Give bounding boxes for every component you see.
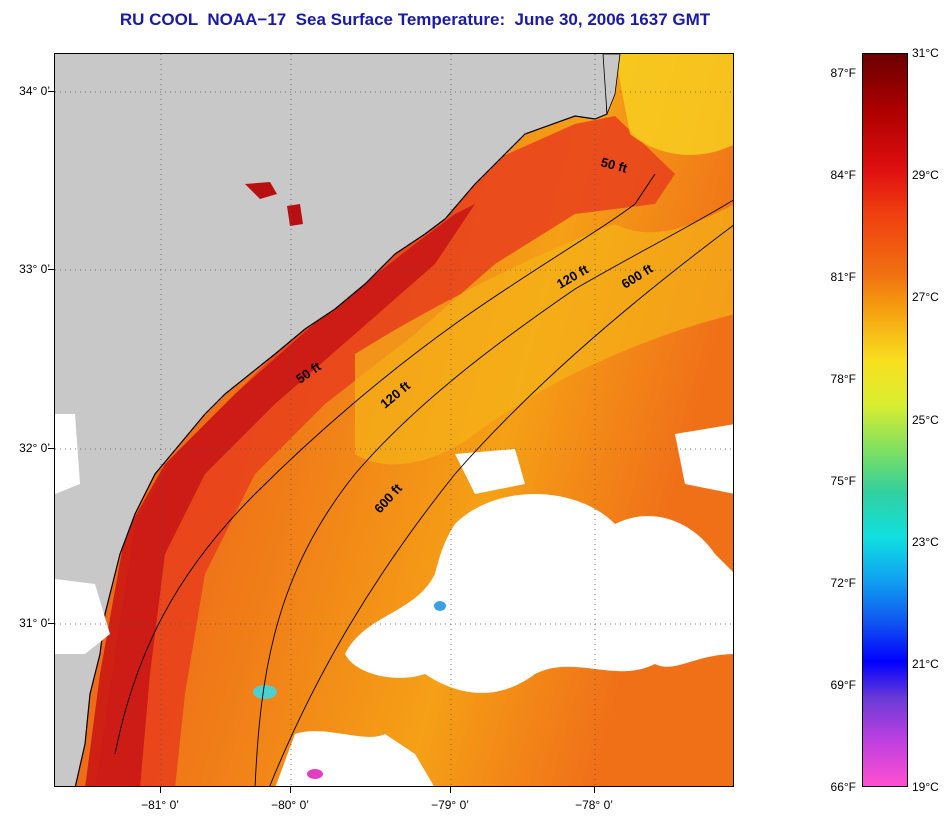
cool-northeast-zone	[615, 54, 733, 155]
lat-tick	[48, 448, 54, 449]
lon-label: −78° 0’	[575, 798, 613, 812]
sst-map[interactable]: 50 ft 50 ft 120 ft 120 ft 600 ft 600 ft	[54, 53, 734, 787]
lat-label: 34° 0’	[19, 84, 50, 98]
isobath-50ft	[114, 173, 656, 755]
isobath-600ft	[269, 224, 733, 786]
cool-offshore-zone	[355, 204, 733, 465]
colorbar-c-label: 23°C	[912, 535, 939, 549]
colorbar-f-label: 72°F	[830, 576, 856, 590]
colorbar-f-label: 66°F	[830, 780, 856, 794]
isobath-120ft	[254, 199, 733, 786]
sst-map-canvas: 50 ft 50 ft 120 ft 120 ft 600 ft 600 ft	[55, 54, 733, 786]
graticule	[55, 54, 733, 786]
land-area	[55, 54, 607, 786]
lon-tick	[160, 787, 161, 793]
colorbar-f-label: 78°F	[830, 372, 856, 386]
colorbar-f-label: 75°F	[830, 474, 856, 488]
lat-label: 33° 0’	[19, 262, 50, 276]
lat-label: 31° 0’	[19, 616, 50, 630]
colorbar-f-label: 87°F	[830, 66, 856, 80]
lon-label: −79° 0’	[431, 798, 469, 812]
inland-hotspot	[245, 182, 277, 199]
cool-spot	[253, 685, 277, 699]
lon-label: −81° 0’	[141, 798, 179, 812]
colorbar-c-label: 29°C	[912, 168, 939, 182]
colorbar-c-label: 27°C	[912, 290, 939, 304]
coastline	[74, 54, 608, 786]
colorbar-c-label: 31°C	[912, 46, 939, 60]
cloud-cover	[55, 414, 80, 494]
cloud-cover	[345, 494, 733, 693]
colorbar-f-label: 69°F	[830, 678, 856, 692]
cloud-cover	[55, 579, 110, 654]
hot-nearshore-strip	[85, 204, 475, 786]
lon-tick	[290, 787, 291, 793]
colorbar-f-label: 84°F	[830, 168, 856, 182]
cloud-cover	[455, 449, 525, 494]
colorbar-c-label: 21°C	[912, 657, 939, 671]
lat-tick	[48, 623, 54, 624]
lon-label: −80° 0’	[271, 798, 309, 812]
lon-tick	[450, 787, 451, 793]
lat-label: 32° 0’	[19, 441, 50, 455]
colorbar-c-label: 19°C	[912, 780, 939, 794]
cool-spot	[434, 601, 446, 611]
map-title: RU COOL NOAA−17 Sea Surface Temperature:…	[119, 10, 711, 29]
cloud-cover	[675, 424, 733, 494]
temperature-colorbar	[862, 53, 908, 787]
land-ne	[602, 54, 621, 115]
contour-label-50ft: 50 ft	[599, 154, 629, 176]
cool-spot	[307, 769, 323, 779]
lon-tick	[594, 787, 595, 793]
colorbar-c-label: 25°C	[912, 413, 939, 427]
lat-tick	[48, 269, 54, 270]
lat-tick	[48, 91, 54, 92]
colorbar-f-label: 81°F	[830, 270, 856, 284]
